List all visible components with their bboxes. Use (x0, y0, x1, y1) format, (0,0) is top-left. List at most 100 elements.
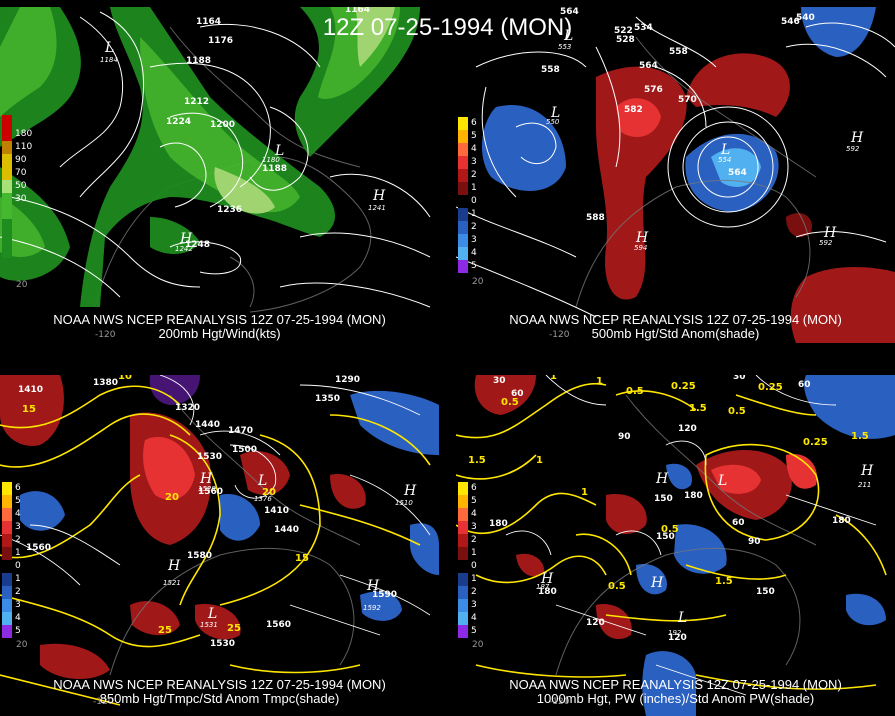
svg-text:522: 522 (614, 26, 633, 36)
svg-text:-120: -120 (549, 330, 570, 340)
axis-label: 20 (16, 280, 28, 290)
svg-text:1560: 1560 (26, 543, 51, 553)
high-marker: H (403, 483, 417, 499)
svg-text:582: 582 (624, 105, 643, 115)
svg-text:558: 558 (669, 47, 688, 57)
svg-text:0.5: 0.5 (501, 397, 519, 408)
low-marker: L (720, 142, 730, 158)
contour-label: 1236 (217, 205, 242, 215)
svg-text:1410: 1410 (18, 385, 43, 395)
svg-text:564: 564 (560, 7, 579, 17)
high-marker: H (366, 578, 380, 594)
svg-text:150: 150 (654, 494, 673, 504)
svg-text:180: 180 (684, 491, 703, 501)
svg-text:0.25: 0.25 (671, 381, 696, 392)
svg-text:528: 528 (616, 35, 635, 45)
svg-text:1.5: 1.5 (851, 431, 869, 442)
svg-text:1: 1 (536, 455, 543, 466)
svg-text:564: 564 (639, 61, 658, 71)
svg-text:180: 180 (832, 516, 851, 526)
svg-text:1260: 1260 (328, 375, 353, 378)
svg-text:1410: 1410 (264, 506, 289, 516)
high-marker: H (860, 463, 874, 479)
low-marker: L (104, 40, 114, 56)
caption-line2: 200mb Hgt/Wind(kts) (158, 326, 281, 341)
caption-850mb: NOAA NWS NCEP REANALYSIS 12Z 07-25-1994 … (53, 677, 386, 706)
svg-text:1320: 1320 (175, 403, 200, 413)
low-marker: L (677, 610, 687, 626)
svg-text:20: 20 (472, 277, 484, 287)
svg-text:1521: 1521 (163, 579, 181, 587)
center-value: 1241 (368, 204, 386, 212)
svg-text:594: 594 (634, 244, 647, 252)
svg-text:1376: 1376 (254, 495, 272, 503)
svg-text:550: 550 (546, 118, 560, 126)
high-marker: H (635, 230, 649, 246)
panel-1000mb[interactable]: 30 60 90 60 30 120 180 150 180 60 90 180… (456, 375, 895, 716)
svg-text:60: 60 (511, 389, 524, 399)
contour-labels-1000: 30 60 90 60 30 120 180 150 180 60 90 180… (468, 375, 874, 707)
panel-850mb[interactable]: 1410 1380 1290 1260 1350 1320 1440 1470 … (0, 375, 439, 716)
svg-text:25: 25 (158, 625, 172, 636)
panel-200mb[interactable]: 1164 1176 1188 1212 1224 1200 1188 1236 … (0, 7, 439, 343)
svg-text:592: 592 (819, 239, 833, 247)
svg-text:540: 540 (796, 13, 815, 23)
svg-text:60: 60 (732, 518, 745, 528)
svg-text:1350: 1350 (315, 394, 340, 404)
svg-text:150: 150 (756, 587, 775, 597)
svg-text:546: 546 (781, 17, 800, 27)
panel-500mb[interactable]: 564 534 546 540 522 528 558 564 576 570 … (456, 7, 895, 343)
contour-label: 1164 (196, 17, 221, 27)
legend-850mb (2, 482, 13, 638)
svg-text:1.5: 1.5 (689, 403, 707, 414)
high-marker: H (650, 575, 664, 591)
contour-label: 1224 (166, 117, 191, 127)
svg-text:20: 20 (262, 487, 276, 498)
svg-text:1510: 1510 (395, 499, 413, 507)
svg-text:90: 90 (748, 537, 761, 547)
height-contours (0, 11, 431, 308)
svg-text:15: 15 (22, 404, 36, 415)
main-title: 12Z 07-25-1994 (MON) (322, 14, 573, 41)
svg-text:180: 180 (489, 519, 508, 529)
high-marker: H (167, 558, 181, 574)
svg-text:554: 554 (718, 156, 731, 164)
legend-500mb (458, 117, 469, 273)
svg-text:1529: 1529 (198, 485, 216, 493)
svg-text:-120: -120 (549, 697, 570, 707)
high-marker: H (372, 188, 386, 204)
svg-text:1440: 1440 (274, 525, 299, 535)
svg-text:1: 1 (596, 376, 603, 387)
caption-1000mb: NOAA NWS NCEP REANALYSIS 12Z 07-25-1994 … (509, 677, 842, 706)
coastline (109, 394, 361, 676)
svg-text:211: 211 (858, 481, 871, 489)
svg-text:20: 20 (165, 492, 179, 503)
svg-text:10: 10 (118, 375, 132, 382)
map-850mb: 1410 1380 1290 1260 1350 1320 1440 1470 … (0, 375, 439, 707)
low-marker: L (563, 28, 573, 44)
map-500mb: 564 534 546 540 522 528 558 564 576 570 … (456, 7, 895, 343)
high-marker: H (655, 471, 669, 487)
contour-label: 1212 (184, 97, 209, 107)
high-marker: H (199, 471, 213, 487)
svg-text:1440: 1440 (195, 420, 220, 430)
high-marker: H (540, 571, 554, 587)
height-contours (505, 375, 877, 696)
svg-text:553: 553 (558, 43, 571, 51)
legend-200mb (2, 115, 13, 258)
svg-text:20: 20 (472, 640, 484, 650)
svg-text:1470: 1470 (228, 426, 253, 436)
svg-text:120: 120 (586, 618, 605, 628)
svg-text:15: 15 (295, 553, 309, 564)
svg-text:534: 534 (634, 23, 653, 33)
low-marker: L (550, 105, 560, 121)
svg-text:90: 90 (618, 432, 631, 442)
contour-labels-200: 1164 1176 1188 1212 1224 1200 1188 1236 … (16, 7, 386, 340)
svg-text:1: 1 (550, 375, 557, 382)
svg-text:192: 192 (668, 629, 682, 637)
svg-text:1590: 1590 (372, 590, 397, 600)
svg-text:30: 30 (733, 375, 746, 382)
wind-shading (0, 7, 420, 307)
svg-text:120: 120 (668, 633, 687, 643)
svg-text:120: 120 (678, 424, 697, 434)
